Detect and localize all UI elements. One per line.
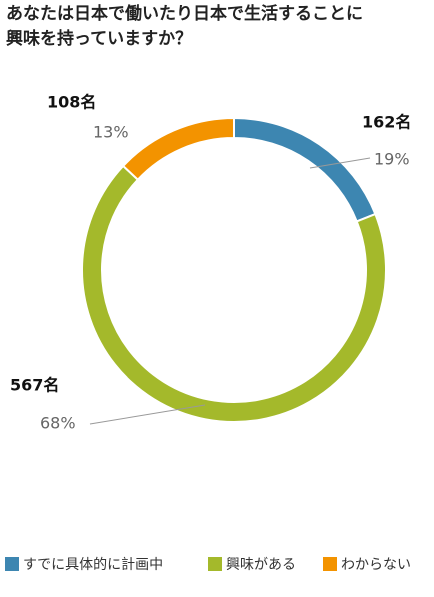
donut-segment	[233, 116, 377, 223]
legend-label: 興味がある	[226, 557, 296, 573]
legend-label: すでに具体的に計画中	[23, 557, 163, 573]
count-label: 162名	[362, 113, 411, 132]
legend-swatch	[5, 557, 19, 571]
legend-label: わからない	[341, 557, 411, 573]
donut-segment	[121, 116, 235, 182]
donut-segment	[81, 164, 387, 423]
percent-label: 19%	[374, 150, 410, 169]
count-label: 567名	[10, 376, 59, 395]
legend-swatch	[323, 557, 337, 571]
chart-title: あなたは日本で働いたり日本で生活することに	[6, 3, 363, 24]
percent-label: 13%	[93, 123, 129, 142]
leader-line	[89, 404, 206, 425]
chart-title: 興味を持っていますか？	[6, 28, 192, 49]
count-label: 108名	[47, 93, 96, 112]
leader-line	[309, 157, 371, 169]
percent-label: 68%	[40, 414, 76, 433]
legend-swatch	[208, 557, 222, 571]
